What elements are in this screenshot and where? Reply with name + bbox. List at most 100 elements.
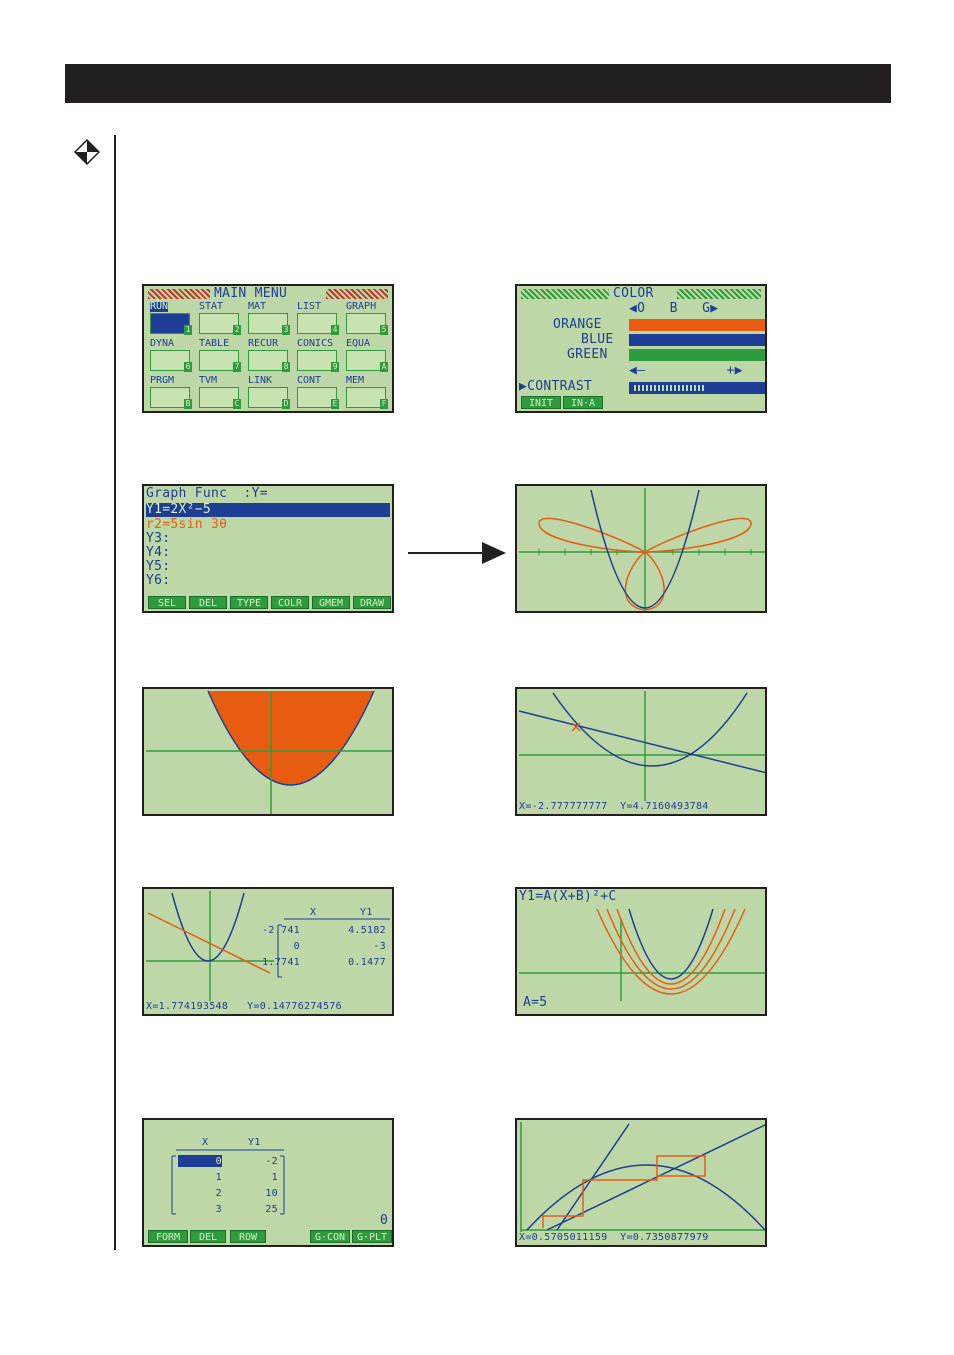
list-cell[interactable]: 1 — [215, 1172, 222, 1183]
menu-icon-link[interactable]: LINK D — [246, 376, 292, 410]
fkey-init[interactable]: INIT — [521, 396, 561, 409]
list-cell[interactable]: 2 — [215, 1188, 222, 1199]
func-line-r2[interactable]: r2=5sin 3θ — [146, 517, 228, 532]
dyna-param: A=5 — [523, 995, 548, 1010]
menu-icon-label: TVM — [199, 375, 218, 386]
header-bar — [65, 64, 891, 103]
table-cell: 4.5182 — [348, 925, 386, 936]
list-cell[interactable]: 10 — [265, 1188, 278, 1199]
arrow-right-icon — [408, 542, 506, 564]
color-scale: ◀O B G▶ — [629, 301, 719, 316]
table-cell: 1.7741 — [262, 957, 300, 968]
fkey-row[interactable]: ROW — [230, 1230, 266, 1243]
graph-func-title: Graph Func :Y= — [146, 486, 268, 501]
menu-icon-tvm[interactable]: TVM C — [197, 376, 243, 410]
hatch-left — [148, 289, 210, 299]
func-line-y5[interactable]: Y5: — [146, 559, 171, 574]
list-cell[interactable]: 25 — [265, 1204, 278, 1215]
table-header-x: X — [310, 907, 317, 918]
menu-icon-dyna[interactable]: DYNA 6 — [148, 339, 194, 373]
menu-icon-graphic — [248, 350, 288, 371]
menu-icon-list[interactable]: LIST 4 — [295, 302, 341, 336]
menu-icon-graphic — [248, 387, 288, 408]
graph-func-screen: Graph Func :Y= Y1=2X²−5 r2=5sin 3θ Y3: Y… — [142, 484, 394, 613]
orange-bar — [629, 319, 765, 331]
color-screen: COLOR ◀O B G▶ ORANGE BLUE GREEN ◀— +▶ ▶C… — [515, 284, 767, 413]
menu-icon-number: 9 — [331, 362, 339, 372]
menu-icon-label: CONICS — [297, 338, 334, 349]
table-cell: -2.741 — [262, 925, 300, 936]
hatch-right — [326, 289, 388, 299]
menu-icon-run[interactable]: RUN 1 — [148, 302, 194, 336]
menu-icon-label: TABLE — [199, 338, 230, 349]
list-cell[interactable]: 1 — [271, 1172, 278, 1183]
recur-screen: X=0.5705011159 Y=0.7350877979 — [515, 1118, 767, 1247]
table-cell: 0.1477 — [348, 957, 386, 968]
menu-icon-graphic — [297, 313, 337, 334]
fkey-gmem[interactable]: GMEM — [312, 596, 350, 609]
menu-icon-graphic — [346, 313, 386, 334]
menu-icon-number: 3 — [282, 325, 290, 335]
list-cell[interactable]: 0 — [215, 1156, 222, 1167]
fkey-sel[interactable]: SEL — [148, 596, 186, 609]
trace-plot — [518, 691, 765, 801]
menu-icon-equa[interactable]: EQUA A — [344, 339, 390, 373]
table-graph-readout: X=1.774193548 Y=0.14776274576 — [146, 1001, 342, 1012]
menu-icon-table[interactable]: TABLE 7 — [197, 339, 243, 373]
menu-icon-label: LINK — [248, 375, 273, 386]
menu-icon-number: 6 — [184, 362, 192, 372]
menu-icon-number: 5 — [380, 325, 388, 335]
fkey-g-plt[interactable]: G·PLT — [352, 1230, 392, 1243]
fkey-del[interactable]: DEL — [190, 1230, 226, 1243]
fkey-in-a[interactable]: IN·A — [563, 396, 603, 409]
menu-icon-label: CONT — [297, 375, 322, 386]
list-header-x: X — [202, 1137, 209, 1148]
graph-trace-screen: X=-2.777777777 Y=4.7160493784 — [515, 687, 767, 816]
menu-icon-graphic — [150, 387, 190, 408]
menu-icon-graphic — [297, 387, 337, 408]
blue-bar — [629, 334, 765, 346]
menu-icon-conics[interactable]: CONICS 9 — [295, 339, 341, 373]
color-row-orange: ORANGE — [553, 317, 602, 332]
fkey-del[interactable]: DEL — [189, 596, 227, 609]
dyna-formula: Y1=A(X+B)²+C — [519, 889, 617, 904]
menu-icon-mat[interactable]: MAT 3 — [246, 302, 292, 336]
menu-icon-label: PRGM — [150, 375, 175, 386]
func-line-y1[interactable]: Y1=2X²−5 — [146, 502, 212, 517]
menu-icon-label: DYNA — [150, 338, 175, 349]
menu-icon-prgm[interactable]: PRGM B — [148, 376, 194, 410]
menu-icon-graphic — [199, 313, 239, 334]
menu-icon-cont[interactable]: CONT E — [295, 376, 341, 410]
selected-row-highlight — [146, 503, 390, 517]
menu-icon-graph[interactable]: GRAPH 5 — [344, 302, 390, 336]
menu-icon-stat[interactable]: STAT 2 — [197, 302, 243, 336]
menu-icon-label: MAT — [248, 301, 267, 312]
menu-icon-graphic — [248, 313, 288, 334]
func-line-y6[interactable]: Y6: — [146, 573, 171, 588]
vertical-rule — [114, 135, 116, 1250]
fkey-colr[interactable]: COLR — [271, 596, 309, 609]
fkey-form[interactable]: FORM — [148, 1230, 188, 1243]
diamond-bullet-icon — [74, 139, 100, 165]
menu-icon-number: B — [184, 399, 192, 409]
fkey-type[interactable]: TYPE — [230, 596, 268, 609]
split-plot — [146, 891, 390, 1001]
menu-icon-graphic — [199, 350, 239, 371]
list-cell[interactable]: 3 — [215, 1204, 222, 1215]
fkey-draw[interactable]: DRAW — [353, 596, 391, 609]
menu-icon-recur[interactable]: RECUR 8 — [246, 339, 292, 373]
menu-icon-graphic — [150, 350, 190, 371]
func-line-y3[interactable]: Y3: — [146, 531, 171, 546]
menu-icon-label: MEM — [346, 375, 365, 386]
main-menu-title: MAIN MENU — [214, 286, 288, 301]
recur-readout: X=0.5705011159 Y=0.7350877979 — [519, 1232, 709, 1243]
graph-parabola-rose-screen — [515, 484, 767, 613]
table-cell: 0 — [293, 941, 300, 952]
fkey-g-con[interactable]: G·CON — [310, 1230, 350, 1243]
list-cell[interactable]: -2 — [265, 1156, 278, 1167]
func-line-y4[interactable]: Y4: — [146, 545, 171, 560]
menu-icon-graphic — [150, 313, 190, 334]
dyna-plot — [519, 908, 765, 1001]
menu-icon-number: 7 — [233, 362, 241, 372]
menu-icon-mem[interactable]: MEM F — [344, 376, 390, 410]
